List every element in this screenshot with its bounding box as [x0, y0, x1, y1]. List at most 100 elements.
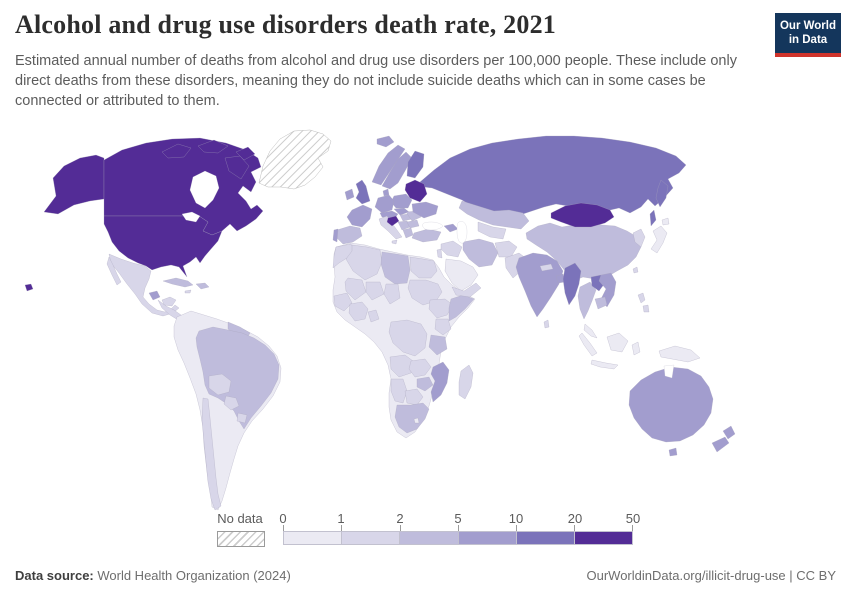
country-ethiopia[interactable]	[428, 298, 454, 319]
country-finland[interactable]	[406, 150, 425, 179]
region-israel-jordan[interactable]	[436, 248, 443, 259]
country-somalia[interactable]	[448, 294, 475, 322]
country-lesotho[interactable]	[413, 417, 420, 424]
country-cambodia[interactable]	[594, 296, 608, 310]
credit-link[interactable]: OurWorldinData.org/illicit-drug-use | CC…	[586, 568, 837, 583]
country-indonesia-sulawesi[interactable]	[631, 341, 641, 356]
country-norway[interactable]	[371, 144, 406, 186]
country-united-states[interactable]	[103, 215, 223, 278]
country-ukraine[interactable]	[411, 201, 439, 219]
country-portugal[interactable]	[332, 228, 339, 243]
region-yemen-oman[interactable]	[451, 282, 482, 298]
country-dr-congo[interactable]	[388, 319, 428, 357]
country-japan[interactable]	[650, 225, 668, 254]
country-zimbabwe[interactable]	[416, 376, 434, 392]
country-botswana[interactable]	[404, 388, 424, 406]
country-mozambique[interactable]	[430, 361, 450, 403]
country-algeria[interactable]	[345, 244, 383, 281]
country-mongolia[interactable]	[550, 202, 615, 228]
country-france[interactable]	[346, 204, 373, 228]
country-taiwan[interactable]	[632, 266, 639, 274]
country-philippines[interactable]	[637, 292, 646, 304]
region-central-asia[interactable]	[477, 221, 507, 240]
country-thailand[interactable]	[577, 281, 597, 320]
country-namibia[interactable]	[390, 378, 408, 404]
country-italy-sicily[interactable]	[391, 239, 398, 245]
country-alaska[interactable]	[43, 154, 105, 215]
country-saudi-arabia[interactable]	[444, 258, 479, 292]
legend-no-data-swatch[interactable]	[217, 531, 265, 547]
country-new-zealand[interactable]	[722, 425, 736, 440]
country-greece[interactable]	[402, 227, 414, 239]
country-bolivia[interactable]	[208, 373, 232, 396]
country-guatemala[interactable]	[148, 290, 161, 301]
owid-logo[interactable]: Our World in Data	[775, 13, 841, 57]
country-madagascar[interactable]	[458, 364, 474, 400]
country-india[interactable]	[515, 252, 564, 318]
country-spain[interactable]	[335, 225, 363, 245]
country-russia-sakhalin[interactable]	[649, 209, 657, 227]
country-hispaniola[interactable]	[195, 282, 210, 290]
legend-bin-0-1[interactable]	[283, 531, 343, 545]
country-united-kingdom[interactable]	[355, 179, 371, 205]
country-bulgaria[interactable]	[406, 219, 420, 229]
country-turkey[interactable]	[411, 228, 442, 243]
country-papua-new-guinea[interactable]	[658, 345, 701, 363]
country-chile[interactable]	[201, 397, 222, 511]
country-indonesia-java[interactable]	[590, 359, 619, 370]
country-indonesia-sumatra[interactable]	[578, 332, 598, 357]
region-korea[interactable]	[632, 228, 646, 248]
country-ireland[interactable]	[344, 188, 355, 201]
country-philippines[interactable]	[642, 304, 650, 313]
country-sri-lanka[interactable]	[543, 319, 550, 329]
country-iran[interactable]	[462, 238, 499, 268]
country-afghanistan[interactable]	[494, 240, 518, 258]
country-mali[interactable]	[344, 277, 367, 301]
country-australia-tasmania[interactable]	[668, 447, 678, 457]
country-brazil[interactable]	[195, 326, 280, 430]
country-chad[interactable]	[383, 283, 401, 305]
country-hawaii[interactable]	[24, 283, 34, 292]
country-uruguay[interactable]	[236, 412, 248, 424]
country-libya[interactable]	[380, 251, 411, 285]
country-nepal[interactable]	[539, 263, 554, 272]
country-canada-arctic[interactable]	[161, 143, 192, 159]
region-baltics-belarus[interactable]	[404, 179, 428, 203]
legend-bin-5-10[interactable]	[458, 531, 517, 545]
country-greenland[interactable]	[258, 129, 332, 190]
country-denmark[interactable]	[382, 188, 390, 197]
country-russia[interactable]	[419, 135, 687, 216]
country-angola[interactable]	[389, 354, 414, 378]
country-malaysia[interactable]	[583, 323, 598, 339]
country-south-africa[interactable]	[394, 402, 430, 434]
country-cameroon[interactable]	[367, 309, 380, 323]
country-jamaica[interactable]	[184, 289, 192, 294]
country-japan-hokkaido[interactable]	[661, 217, 670, 226]
region-syria-iraq[interactable]	[440, 240, 463, 258]
region-west-africa[interactable]	[333, 292, 353, 312]
country-new-zealand[interactable]	[711, 436, 730, 453]
country-niger[interactable]	[365, 281, 385, 301]
legend-bin-20-50[interactable]	[574, 531, 634, 545]
country-paraguay[interactable]	[223, 395, 240, 411]
country-zambia[interactable]	[408, 358, 432, 378]
country-indonesia-borneo[interactable]	[606, 332, 629, 353]
country-cuba[interactable]	[162, 277, 194, 288]
country-kenya[interactable]	[434, 318, 452, 336]
country-egypt[interactable]	[409, 256, 438, 279]
region-slovenia-croatia[interactable]	[386, 215, 400, 227]
country-myanmar[interactable]	[562, 262, 582, 306]
country-canada-baffin[interactable]	[224, 155, 250, 180]
country-morocco[interactable]	[332, 243, 356, 269]
legend-bin-1-2[interactable]	[342, 531, 401, 545]
country-nigeria[interactable]	[348, 301, 369, 322]
region-caucasus[interactable]	[443, 223, 459, 233]
country-kazakhstan[interactable]	[458, 200, 530, 230]
country-iceland[interactable]	[376, 135, 395, 148]
legend-bin-10-20[interactable]	[516, 531, 575, 545]
country-australia[interactable]	[628, 366, 714, 443]
country-russia-kamchatka[interactable]	[655, 179, 669, 208]
country-mexico-baja[interactable]	[106, 256, 122, 286]
legend-bin-2-5[interactable]	[400, 531, 459, 545]
country-canada-arctic[interactable]	[197, 139, 229, 154]
